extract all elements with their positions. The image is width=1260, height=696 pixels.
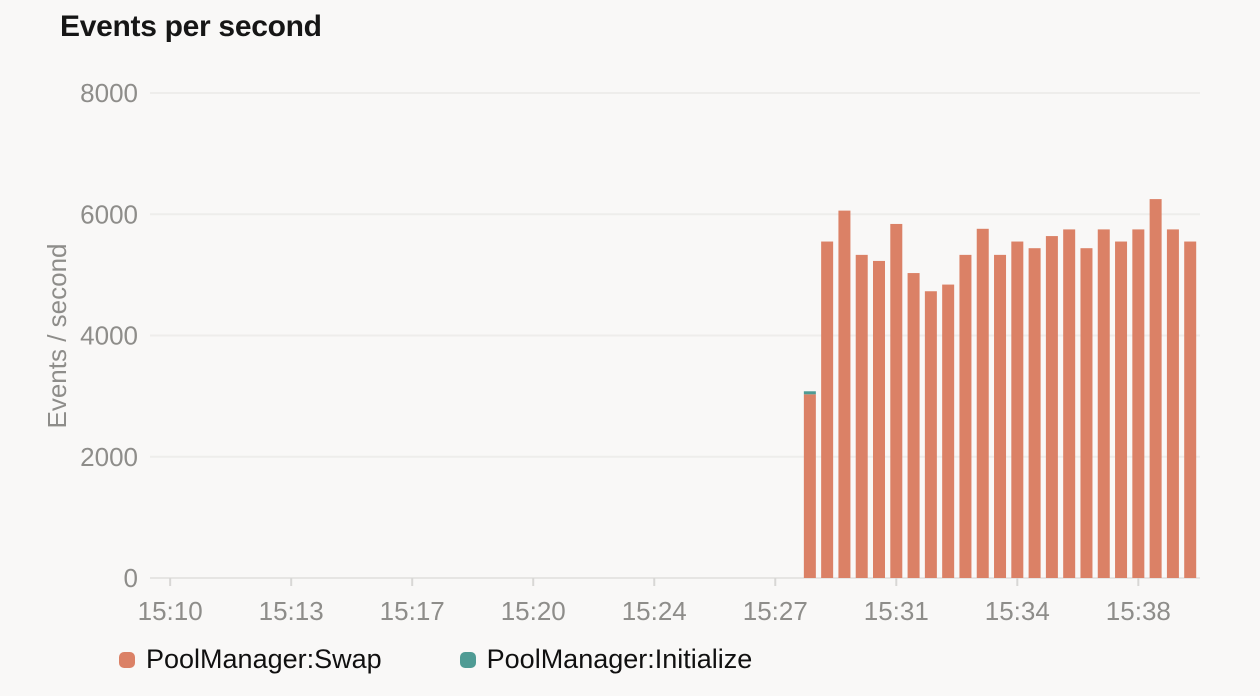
bar-poolmanager-swap[interactable]: [1080, 248, 1093, 578]
legend-label-poolmanager-swap: PoolManager:Swap: [146, 644, 382, 674]
y-tick-label: 4000: [80, 321, 138, 351]
page-title: Events per second: [60, 10, 322, 43]
x-tick-label: 15:17: [380, 596, 445, 626]
bar-poolmanager-swap[interactable]: [1115, 241, 1128, 578]
bar-poolmanager-swap[interactable]: [1149, 199, 1162, 578]
bar-poolmanager-swap[interactable]: [873, 260, 886, 578]
chart-legend: PoolManager:Swap PoolManager:Initialize: [119, 646, 752, 673]
bar-poolmanager-swap[interactable]: [1045, 236, 1058, 578]
legend-item-poolmanager-initialize[interactable]: PoolManager:Initialize: [459, 644, 753, 674]
y-tick-label: 2000: [80, 442, 138, 472]
bar-poolmanager-swap[interactable]: [890, 223, 903, 578]
y-tick-label: 0: [124, 563, 138, 593]
y-tick-label: 6000: [80, 199, 138, 229]
x-tick-label: 15:24: [622, 596, 687, 626]
x-tick-label: 15:27: [743, 596, 808, 626]
bar-poolmanager-swap[interactable]: [1028, 248, 1041, 578]
bar-poolmanager-swap[interactable]: [1132, 229, 1145, 578]
x-tick-label: 15:38: [1106, 596, 1171, 626]
x-tick-label: 15:20: [501, 596, 566, 626]
bar-poolmanager-swap[interactable]: [959, 254, 972, 578]
bar-poolmanager-swap[interactable]: [1097, 229, 1110, 578]
bar-poolmanager-swap[interactable]: [1184, 241, 1197, 578]
swap-series-swatch-icon: [119, 651, 135, 668]
bar-poolmanager-swap[interactable]: [803, 394, 816, 578]
bar-poolmanager-initialize[interactable]: [803, 391, 816, 395]
bar-poolmanager-swap[interactable]: [924, 291, 937, 578]
legend-item-poolmanager-swap[interactable]: PoolManager:Swap: [119, 646, 382, 673]
legend-label-poolmanager-initialize: PoolManager:Initialize: [486, 644, 753, 674]
y-axis-title: Events / second: [42, 244, 72, 429]
x-tick-label: 15:13: [259, 596, 324, 626]
bar-poolmanager-swap[interactable]: [994, 254, 1007, 578]
x-tick-label: 15:34: [985, 596, 1050, 626]
x-tick-label: 15:10: [138, 596, 203, 626]
bar-poolmanager-swap[interactable]: [1063, 229, 1076, 578]
bar-poolmanager-swap[interactable]: [907, 273, 920, 578]
bar-poolmanager-swap[interactable]: [838, 210, 851, 579]
y-tick-label: 8000: [80, 78, 138, 108]
bar-poolmanager-swap[interactable]: [855, 254, 868, 578]
bar-poolmanager-swap[interactable]: [821, 241, 834, 578]
bar-poolmanager-swap[interactable]: [942, 284, 955, 578]
x-tick-label: 15:31: [864, 596, 929, 626]
initialize-series-swatch-icon: [459, 651, 476, 668]
bar-poolmanager-swap[interactable]: [976, 228, 989, 579]
bar-poolmanager-swap[interactable]: [1011, 241, 1024, 578]
bar-poolmanager-swap[interactable]: [1166, 229, 1179, 578]
